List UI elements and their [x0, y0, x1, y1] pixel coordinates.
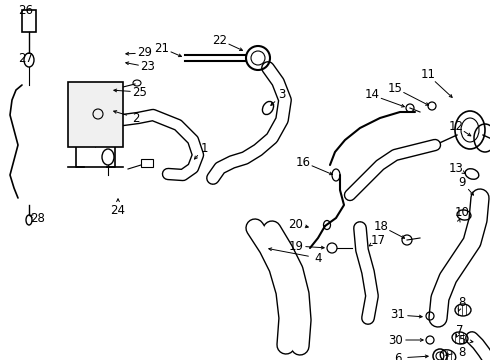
Text: 26: 26 [19, 4, 33, 17]
Text: 31: 31 [391, 309, 405, 321]
Text: 30: 30 [389, 333, 403, 346]
Text: 23: 23 [141, 60, 155, 73]
Text: 29: 29 [138, 46, 152, 59]
Text: 6: 6 [394, 351, 402, 360]
Text: 3: 3 [278, 89, 286, 102]
Text: 10: 10 [455, 206, 469, 219]
Text: 28: 28 [30, 211, 46, 225]
Text: 17: 17 [370, 234, 386, 247]
Text: 13: 13 [448, 162, 464, 175]
Text: 4: 4 [314, 252, 322, 265]
Text: 8: 8 [458, 346, 466, 359]
Bar [22, 10, 36, 32]
Text: 20: 20 [289, 217, 303, 230]
Text: 27: 27 [19, 51, 33, 64]
Text: 11: 11 [420, 68, 436, 81]
Text: 12: 12 [448, 120, 464, 132]
Text: 14: 14 [365, 89, 379, 102]
Bar [141, 159, 153, 167]
Bar [68, 82, 123, 147]
Text: 18: 18 [373, 220, 389, 233]
Text: 22: 22 [213, 33, 227, 46]
Text: 24: 24 [111, 203, 125, 216]
Text: 15: 15 [388, 81, 402, 94]
Text: 19: 19 [289, 239, 303, 252]
Text: 16: 16 [295, 156, 311, 168]
Text: 25: 25 [133, 85, 147, 99]
Text: 1: 1 [200, 141, 208, 154]
Text: 7: 7 [456, 324, 464, 337]
Text: 2: 2 [132, 112, 140, 125]
Text: 9: 9 [458, 175, 466, 189]
Text: 8: 8 [458, 296, 466, 309]
Text: 5: 5 [458, 333, 466, 346]
Text: 21: 21 [154, 41, 170, 54]
